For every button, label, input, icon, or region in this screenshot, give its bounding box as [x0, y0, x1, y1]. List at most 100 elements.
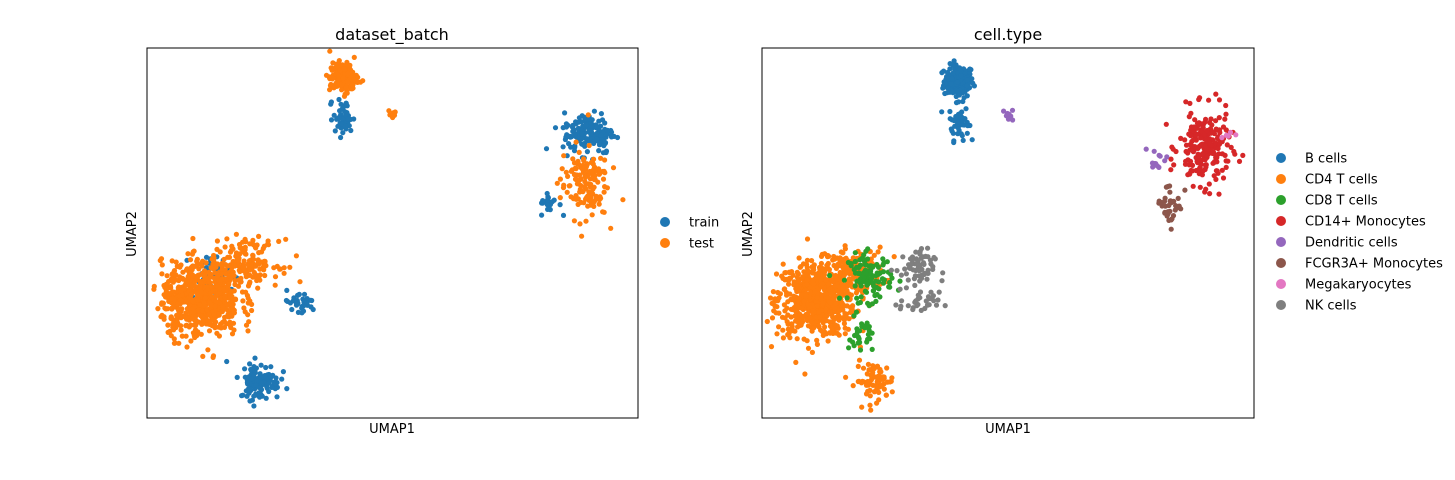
scatter-point	[877, 244, 883, 250]
scatter-point	[779, 314, 786, 320]
scatter-point	[242, 366, 248, 372]
scatter-point	[248, 376, 255, 382]
legend-label: FCGR3A+ Monocytes	[1305, 257, 1443, 272]
scatter-point	[598, 111, 605, 117]
legend-marker	[1276, 174, 1286, 184]
scatter-point	[1202, 143, 1208, 149]
scatter-point	[256, 250, 262, 256]
scatter-point	[886, 284, 892, 290]
scatter-point	[211, 312, 217, 318]
scatter-point	[917, 289, 924, 295]
scatter-point	[831, 262, 837, 269]
scatter-point	[804, 281, 810, 287]
scatter-point	[1167, 208, 1173, 214]
scatter-point	[1010, 117, 1016, 123]
scatter-point	[596, 142, 603, 148]
scatter-point	[820, 300, 826, 306]
scatter-point	[214, 238, 220, 244]
scatter-point	[912, 282, 918, 288]
scatter-point	[258, 392, 265, 398]
scatter-point	[263, 395, 269, 401]
scatter-point	[830, 292, 836, 299]
scatter-point	[852, 258, 858, 265]
scatter-point	[229, 313, 235, 319]
scatter-point	[855, 300, 861, 306]
scatter-point	[908, 261, 915, 267]
scatter-point	[589, 212, 595, 218]
scatter-point	[171, 340, 177, 346]
scatter-point	[1220, 175, 1227, 181]
scatter-point	[1182, 161, 1189, 167]
scatter-point	[162, 305, 168, 311]
scatter-point	[958, 73, 964, 79]
scatter-point	[181, 286, 187, 292]
scatter-point	[225, 307, 231, 313]
scatter-point	[211, 275, 217, 281]
scatter-point	[865, 336, 871, 342]
scatter-point	[1206, 97, 1212, 103]
scatter-point	[360, 78, 366, 84]
scatter-point	[591, 199, 597, 205]
scatter-point	[336, 96, 342, 103]
scatter-point	[564, 189, 570, 195]
scatter-point	[1225, 133, 1231, 139]
scatter-point	[1214, 159, 1220, 165]
scatter-point	[242, 236, 248, 242]
legend-label: NK cells	[1305, 299, 1357, 314]
scatter-point	[1207, 191, 1213, 197]
scatter-point	[235, 283, 242, 289]
scatter-point	[1182, 137, 1188, 143]
scatter-point	[950, 70, 956, 76]
scatter-point	[195, 272, 201, 278]
scatter-point	[860, 365, 867, 371]
scatter-point	[809, 349, 816, 355]
legend-label: CD14+ Monocytes	[1305, 215, 1426, 230]
scatter-point	[865, 246, 871, 252]
legend-label: Megakaryocytes	[1305, 278, 1412, 293]
scatter-point	[1210, 129, 1216, 135]
scatter-point	[180, 269, 186, 275]
scatter-point	[948, 126, 954, 132]
scatter-point	[608, 134, 615, 140]
scatter-point	[1207, 140, 1213, 146]
scatter-point	[250, 237, 256, 243]
scatter-point	[590, 161, 596, 167]
scatter-point	[308, 297, 314, 303]
scatter-point	[861, 258, 868, 264]
scatter-point	[554, 180, 560, 186]
scatter-point	[897, 278, 903, 284]
scatter-point	[1214, 168, 1220, 174]
scatter-point	[566, 183, 572, 189]
scatter-point	[851, 313, 857, 319]
scatter-point	[819, 265, 825, 272]
scatter-points	[764, 58, 1246, 413]
scatter-point	[560, 212, 567, 218]
scatter-point	[165, 329, 171, 335]
scatter-point	[560, 144, 566, 150]
scatter-point	[913, 298, 919, 304]
scatter-point	[169, 306, 175, 312]
scatter-point	[259, 380, 265, 386]
scatter-point	[279, 376, 285, 382]
scatter-point	[214, 330, 220, 336]
scatter-point	[231, 259, 237, 265]
scatter-point	[888, 267, 895, 273]
scatter-point	[809, 264, 815, 270]
scatter-point	[571, 171, 578, 178]
scatter-point	[837, 295, 843, 301]
scatter-point	[1223, 111, 1229, 117]
scatter-point	[1203, 164, 1209, 170]
scatter-point	[796, 305, 802, 311]
scatter-point	[211, 259, 217, 265]
scatter-point	[1224, 142, 1230, 148]
scatter-point	[1233, 132, 1239, 138]
scatter-point	[860, 270, 867, 276]
scatter-point	[270, 372, 276, 378]
scatter-point	[804, 257, 811, 263]
scatter-point	[796, 255, 802, 261]
scatter-point	[178, 327, 184, 333]
scatter-point	[875, 249, 881, 255]
scatter-point	[764, 318, 770, 325]
scatter-point	[217, 286, 223, 292]
scatter-point	[1001, 108, 1007, 114]
